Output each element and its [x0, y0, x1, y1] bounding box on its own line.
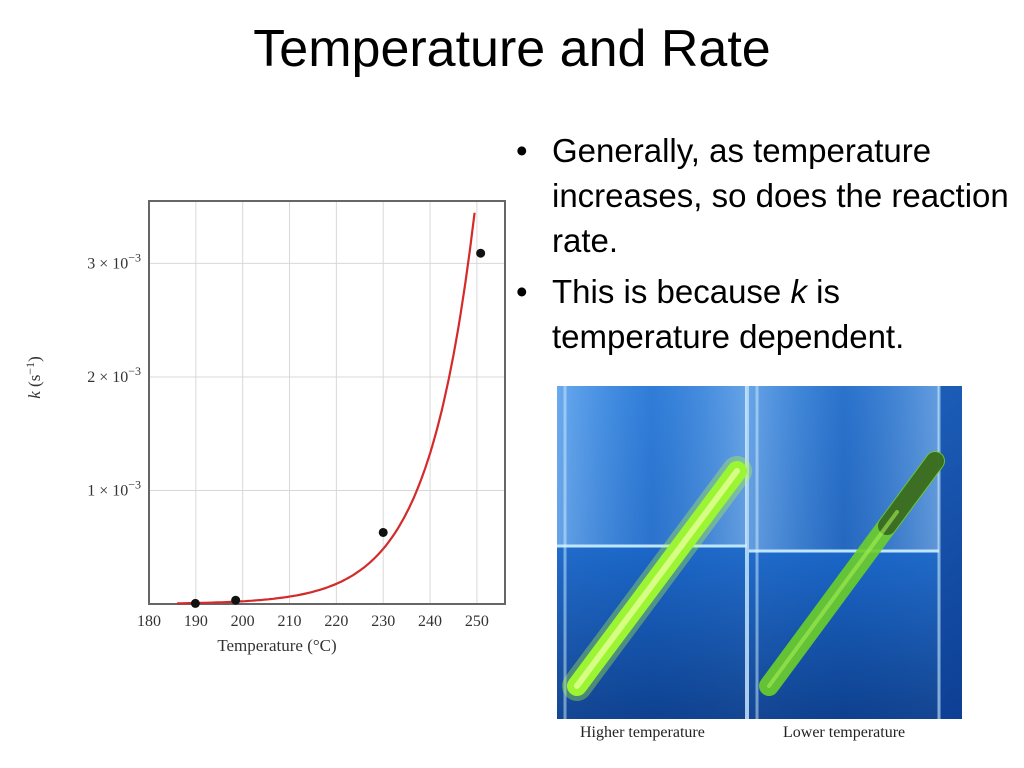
x-tick-label: 230: [371, 613, 395, 630]
x-tick-label: 220: [324, 613, 348, 630]
chart-svg: 180 190 200 210 220 230 240 250 1 × 10−3 2 × 10−3…: [23, 200, 506, 655]
data-point: [378, 527, 388, 537]
caption-higher-temperature: Higher temperature: [580, 724, 705, 741]
plot-frame: [148, 200, 506, 605]
data-point: [476, 248, 486, 258]
y-tick-label: 3 × 10−3: [87, 250, 141, 272]
bullet-text-before: This is because: [552, 273, 791, 310]
x-tick-label: 240: [418, 613, 442, 630]
bullet-item: This is because k is temperature depende…: [512, 269, 1017, 359]
y-axis-label: k (s−1): [23, 356, 44, 399]
x-tick-label: 250: [465, 613, 489, 630]
series-line: [177, 212, 476, 605]
bullet-item: Generally, as temperature increases, so …: [512, 128, 1017, 263]
rate-constant-chart: 180 190 200 210 220 230 240 250 1 × 10−3 2 × 10−3…: [0, 180, 520, 660]
x-tick-label: 200: [231, 613, 255, 630]
x-tick-label: 190: [184, 613, 208, 630]
slide-title: Temperature and Rate: [253, 20, 771, 78]
data-point: [231, 595, 241, 605]
bullet-list: Generally, as temperature increases, so …: [512, 128, 1017, 365]
data-point: [190, 598, 200, 608]
x-tick-label: 210: [278, 613, 302, 630]
bullet-text-after: is temperature dependent.: [552, 273, 905, 355]
x-axis-label: Temperature (°C): [217, 636, 336, 655]
plot-area: [149, 201, 505, 604]
bullet-text: Generally, as temperature increases, so …: [552, 132, 1009, 259]
lightstick-photo: [557, 386, 962, 719]
x-tick-label: 180: [137, 613, 161, 630]
y-tick-label: 2 × 10−3: [87, 364, 141, 386]
y-tick-label: 1 × 10−3: [87, 477, 141, 499]
bullet-emphasis: k: [790, 273, 807, 310]
caption-lower-temperature: Lower temperature: [783, 724, 906, 741]
